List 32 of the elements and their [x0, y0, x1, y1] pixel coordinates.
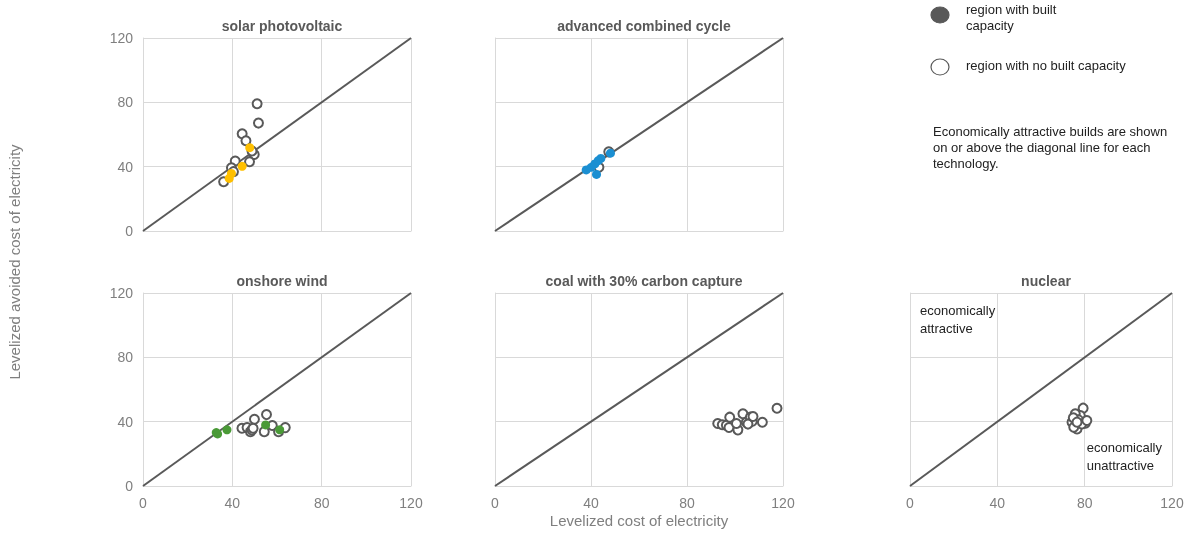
y-tick-label: 40	[117, 413, 134, 430]
chart-title: solar photovoltaic	[221, 18, 343, 34]
text: Economically attractive builds are shown on or above the diagonal line for each technology.	[933, 124, 1169, 172]
y-tick-label: 0	[125, 478, 134, 494]
text: region with no built capacity	[966, 58, 1127, 74]
chart-title: nuclear	[1021, 273, 1072, 289]
y-axis-title: Levelized avoided cost of electricity	[5, 144, 23, 380]
y-tick-label: 80	[117, 94, 134, 111]
x-tick-label: 80	[679, 495, 695, 511]
annotation: economically attractive	[920, 302, 996, 336]
y-tick-label: 80	[117, 349, 134, 366]
x-tick-label: 120	[1160, 495, 1184, 511]
x-tick-label: 40	[583, 495, 599, 511]
chart-title: advanced combined cycle	[557, 18, 731, 34]
x-tick-label: 80	[313, 495, 330, 511]
x-tick-label: 0	[906, 495, 915, 511]
x-tick-label: 0	[139, 495, 148, 511]
chart-title: onshore wind	[236, 273, 328, 289]
x-tick-label: 80	[1076, 495, 1093, 511]
chart-title: coal with 30% carbon capture	[545, 273, 743, 289]
annotation: economically unattractive	[1086, 439, 1163, 473]
x-tick-label: 120	[771, 495, 795, 511]
x-tick-label: 120	[399, 495, 423, 511]
text: region with built capacity	[966, 2, 1058, 34]
y-tick-label: 120	[109, 285, 134, 301]
y-tick-label: 40	[117, 158, 134, 175]
y-tick-label: 0	[125, 223, 134, 239]
x-axis-title: Levelized cost of electricity	[549, 512, 729, 529]
x-tick-label: 40	[989, 495, 1006, 511]
y-tick-label: 120	[109, 30, 134, 46]
x-tick-label: 0	[491, 495, 500, 511]
x-tick-label: 40	[224, 495, 241, 511]
